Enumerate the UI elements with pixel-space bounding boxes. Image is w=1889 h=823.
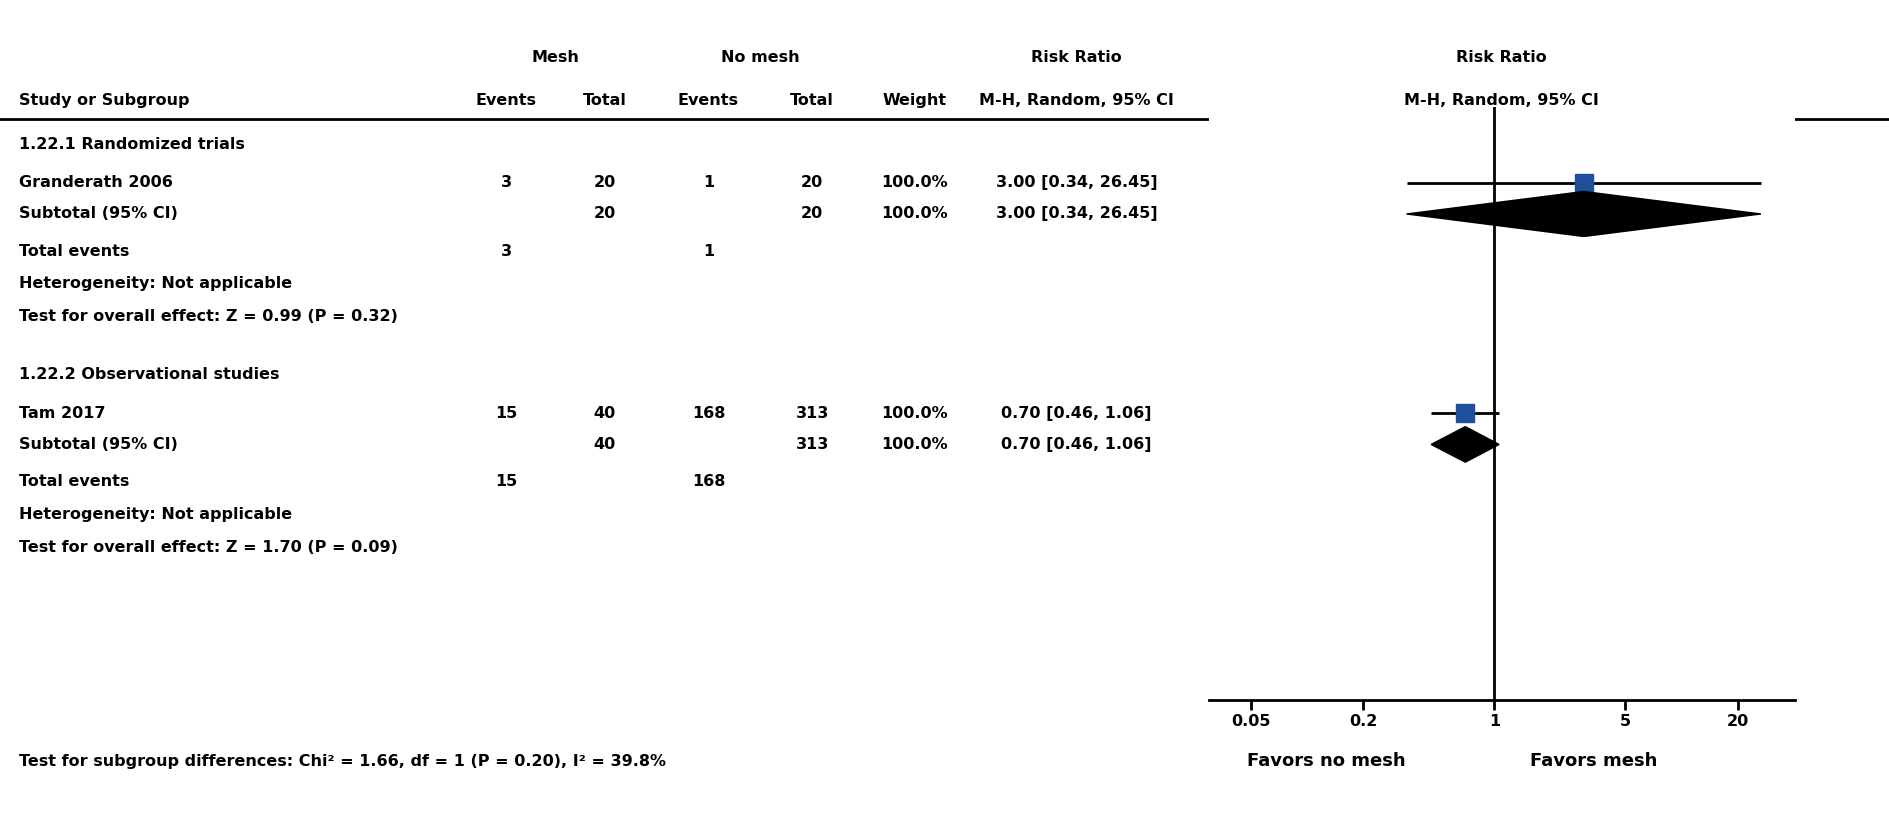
- Text: Study or Subgroup: Study or Subgroup: [19, 93, 189, 108]
- Text: Events: Events: [476, 93, 536, 108]
- Text: 1.22.2 Observational studies: 1.22.2 Observational studies: [19, 367, 280, 382]
- Text: 15: 15: [495, 406, 518, 421]
- Text: 100.0%: 100.0%: [880, 437, 948, 452]
- Text: Subtotal (95% CI): Subtotal (95% CI): [19, 207, 178, 221]
- Polygon shape: [1407, 192, 1761, 236]
- Text: Test for overall effect: Z = 0.99 (P = 0.32): Test for overall effect: Z = 0.99 (P = 0…: [19, 309, 399, 324]
- Text: Favors no mesh: Favors no mesh: [1247, 752, 1405, 770]
- Text: Total events: Total events: [19, 474, 128, 489]
- Text: Total: Total: [790, 93, 835, 108]
- Text: M-H, Random, 95% CI: M-H, Random, 95% CI: [979, 93, 1175, 108]
- Text: 100.0%: 100.0%: [880, 406, 948, 421]
- Text: 3.00 [0.34, 26.45]: 3.00 [0.34, 26.45]: [996, 207, 1158, 221]
- Text: Test for subgroup differences: Chi² = 1.66, df = 1 (P = 0.20), I² = 39.8%: Test for subgroup differences: Chi² = 1.…: [19, 754, 667, 769]
- Text: 15: 15: [495, 474, 518, 489]
- Text: 3.00 [0.34, 26.45]: 3.00 [0.34, 26.45]: [996, 175, 1158, 190]
- Text: Tam 2017: Tam 2017: [19, 406, 106, 421]
- Text: Heterogeneity: Not applicable: Heterogeneity: Not applicable: [19, 277, 293, 291]
- Text: M-H, Random, 95% CI: M-H, Random, 95% CI: [1404, 93, 1600, 108]
- Text: Events: Events: [678, 93, 739, 108]
- Text: 20: 20: [801, 175, 824, 190]
- Text: 313: 313: [795, 437, 829, 452]
- Text: Risk Ratio: Risk Ratio: [1031, 50, 1122, 65]
- Text: 20: 20: [801, 207, 824, 221]
- Text: 40: 40: [593, 437, 616, 452]
- Text: 1.22.1 Randomized trials: 1.22.1 Randomized trials: [19, 137, 246, 151]
- Text: 168: 168: [691, 406, 725, 421]
- Text: Total events: Total events: [19, 244, 128, 258]
- Text: Mesh: Mesh: [531, 50, 580, 65]
- Text: Favors mesh: Favors mesh: [1530, 752, 1657, 770]
- Text: Subtotal (95% CI): Subtotal (95% CI): [19, 437, 178, 452]
- Text: 100.0%: 100.0%: [880, 175, 948, 190]
- Text: Total: Total: [582, 93, 627, 108]
- Text: Heterogeneity: Not applicable: Heterogeneity: Not applicable: [19, 507, 293, 522]
- Text: Risk Ratio: Risk Ratio: [1456, 50, 1547, 65]
- Text: 3: 3: [501, 175, 512, 190]
- Text: No mesh: No mesh: [722, 50, 799, 65]
- Text: Test for overall effect: Z = 1.70 (P = 0.09): Test for overall effect: Z = 1.70 (P = 0…: [19, 540, 399, 555]
- Text: 3: 3: [501, 244, 512, 258]
- Text: Granderath 2006: Granderath 2006: [19, 175, 172, 190]
- Text: 168: 168: [691, 474, 725, 489]
- Text: 100.0%: 100.0%: [880, 207, 948, 221]
- Text: 1: 1: [703, 244, 714, 258]
- Text: 20: 20: [593, 175, 616, 190]
- Text: 1: 1: [703, 175, 714, 190]
- Text: 0.70 [0.46, 1.06]: 0.70 [0.46, 1.06]: [1001, 437, 1152, 452]
- Text: 40: 40: [593, 406, 616, 421]
- Text: Weight: Weight: [882, 93, 946, 108]
- Text: 20: 20: [593, 207, 616, 221]
- Polygon shape: [1432, 426, 1500, 463]
- Text: 0.70 [0.46, 1.06]: 0.70 [0.46, 1.06]: [1001, 406, 1152, 421]
- Text: 313: 313: [795, 406, 829, 421]
